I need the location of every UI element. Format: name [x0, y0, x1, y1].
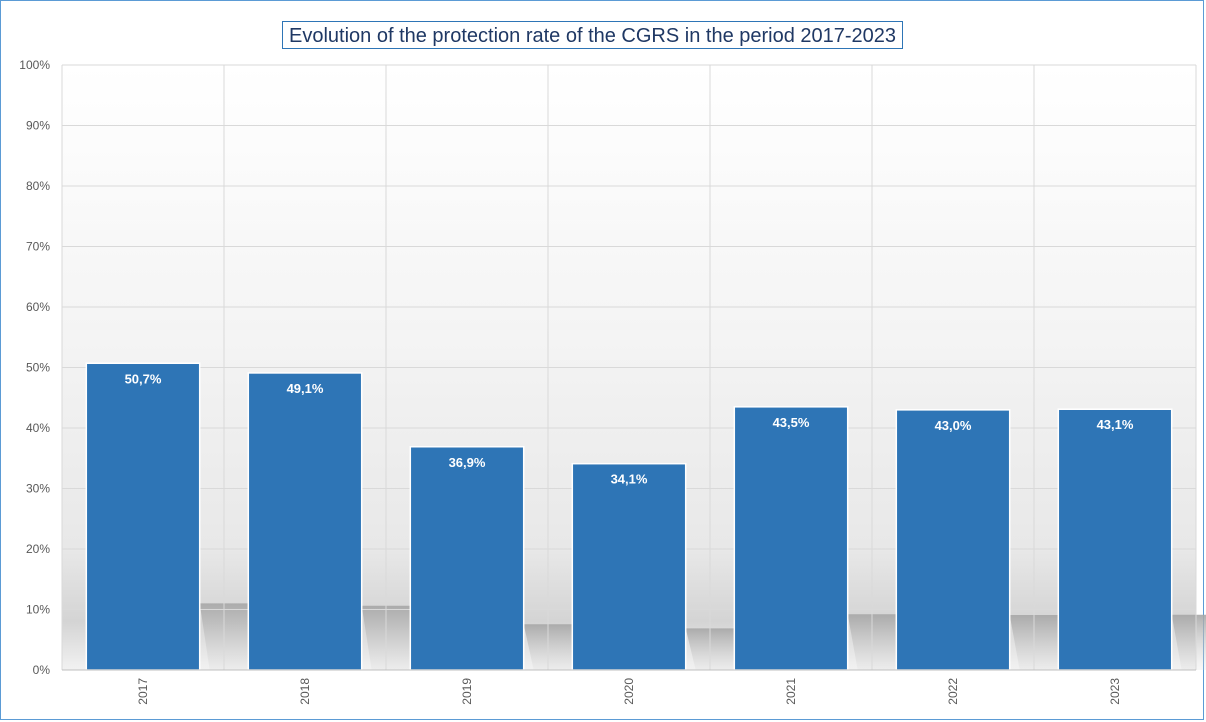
bar [1057, 408, 1173, 671]
x-tick-label: 2018 [298, 678, 312, 705]
y-tick-label: 100% [19, 58, 50, 72]
y-tick-label: 50% [26, 361, 50, 375]
y-tick-label: 10% [26, 603, 50, 617]
y-axis: 0% 10% 20% 30% 40% 50% 60% 70% 80% 90% 100% [19, 58, 50, 677]
y-tick-label: 90% [26, 119, 50, 133]
bar [247, 372, 363, 671]
chart-title: Evolution of the protection rate of the … [282, 21, 904, 49]
bar-shadow [1171, 614, 1206, 670]
x-axis: 2017 2018 2019 2020 2021 2022 2023 [62, 669, 1196, 705]
x-tick-label: 2019 [460, 678, 474, 705]
bar [733, 406, 849, 671]
x-tick-label: 2020 [622, 678, 636, 705]
x-tick-label: 2021 [784, 678, 798, 705]
data-label: 36,9% [449, 455, 486, 470]
y-tick-label: 80% [26, 179, 50, 193]
bar [85, 362, 201, 671]
y-tick-label: 70% [26, 240, 50, 254]
data-label: 34,1% [611, 472, 648, 487]
bar [895, 409, 1011, 671]
y-tick-label: 20% [26, 542, 50, 556]
data-label: 43,0% [935, 418, 972, 433]
y-tick-label: 0% [33, 663, 51, 677]
x-tick-label: 2022 [946, 678, 960, 705]
data-label: 43,5% [773, 415, 810, 430]
data-labels: 50,7% 49,1% 36,9% 34,1% 43,5% 43,0% 43,1% [125, 371, 1134, 486]
data-label: 43,1% [1097, 417, 1134, 432]
data-label: 50,7% [125, 371, 162, 386]
x-tick-label: 2023 [1108, 678, 1122, 705]
bar [571, 462, 687, 671]
y-tick-label: 60% [26, 300, 50, 314]
bar [409, 446, 525, 671]
y-tick-label: 30% [26, 482, 50, 496]
x-tick-label: 2017 [136, 678, 150, 705]
bars [85, 362, 1173, 671]
data-label: 49,1% [287, 381, 324, 396]
y-tick-label: 40% [26, 421, 50, 435]
